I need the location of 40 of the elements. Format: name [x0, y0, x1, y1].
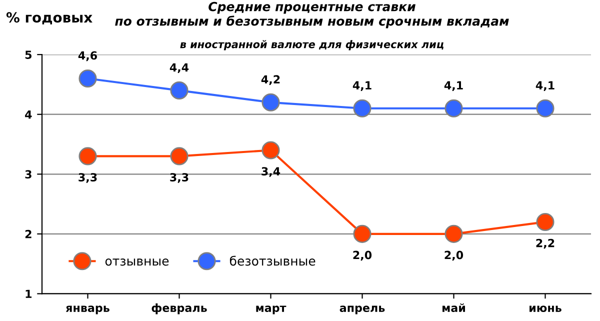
y-tick-label: 2 [25, 230, 32, 238]
y-tick-label: 3 [25, 170, 32, 179]
data-label: 3,3 [78, 173, 97, 183]
data-label: 2,0 [353, 250, 372, 261]
data-label: 4,1 [444, 81, 463, 91]
x-tick-label: февраль [152, 303, 207, 314]
point [536, 99, 554, 118]
y-tick-label: 1 [26, 290, 32, 298]
point [78, 147, 97, 166]
point [444, 224, 463, 243]
point [536, 212, 554, 231]
chart-title: Средние процентные ставки по отзывным и безотзывным новым срочным вкладам [115, 2, 509, 28]
data-label: 4,4 [170, 63, 189, 74]
point [353, 99, 372, 118]
data-label: 4,6 [78, 51, 97, 62]
point [353, 224, 372, 243]
point [444, 99, 463, 118]
point [262, 141, 280, 160]
chart-subtitle: в иностранной валюте для физических лиц [180, 40, 444, 50]
point [262, 93, 280, 112]
x-tick-label: январь [66, 306, 110, 314]
data-label: 3,3 [170, 173, 188, 183]
x-tick-label: март [256, 306, 286, 314]
x-tick-label: апрель [340, 306, 385, 314]
y-tick-label: 5 [25, 50, 32, 59]
y-axis-title: % годовых [6, 12, 92, 24]
y-tick-label: 4 [25, 110, 32, 119]
data-label: 2,0 [444, 250, 464, 261]
legend-label: безотзывные [230, 256, 316, 266]
legend-label: отзывные [105, 258, 169, 266]
point [170, 81, 188, 100]
data-label: 4,2 [261, 75, 280, 85]
data-label: 4,1 [536, 81, 554, 91]
data-label: 3,4 [262, 167, 280, 177]
data-label: 4,1 [352, 81, 372, 91]
x-tick-label: июнь [530, 306, 562, 312]
x-tick-label: май [442, 303, 465, 312]
point [170, 147, 188, 166]
data-label: 2,2 [536, 238, 554, 249]
point [78, 69, 97, 88]
